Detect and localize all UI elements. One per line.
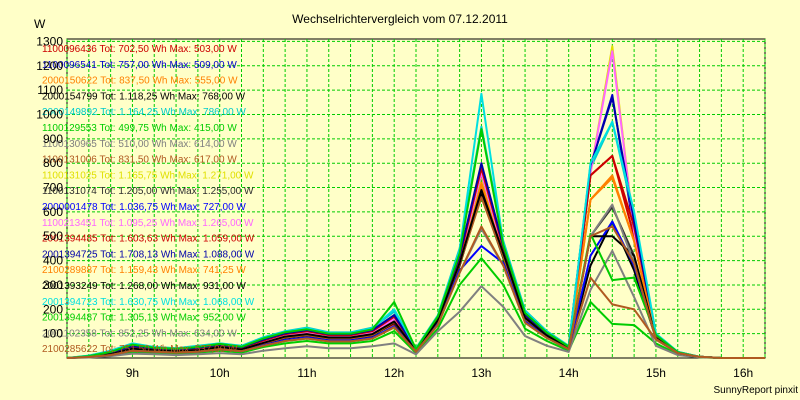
y-tick-label: 1200 (36, 59, 63, 73)
legend-entry: 2000149892 Tot: 1.164,25 Wh Max: 786,00 … (42, 107, 246, 118)
legend-entry: 2100285622 Tot: 751,50 Wh Max: 537,00 W (42, 344, 238, 355)
legend-entry: 2001394485 Tot: 1.603,63 Wh Max: 1.059,0… (42, 234, 255, 245)
legend-entry: 1100130965 Tot: 510,00 Wh Max: 614,00 W (42, 139, 237, 150)
footer-credit: SunnyReport pinxit (714, 385, 799, 396)
legend-entry: 1100129553 Tot: 499,75 Wh Max: 415,00 W (42, 123, 237, 134)
x-tick-label: 11h (297, 366, 316, 380)
y-tick-label: 700 (43, 181, 63, 195)
axes: 1002003004005006007008009001000110012001… (36, 34, 753, 380)
legend-entry: 2001394487 Tot: 1.305,13 Wh Max: 952,00 … (42, 313, 246, 324)
y-tick-label: 1100 (37, 83, 63, 97)
x-tick-label: 10h (210, 366, 230, 380)
legend-entry: 2100289887 Tot: 1.159,43 Wh Max: 741,25 … (42, 265, 246, 276)
legend-entry: 2001394723 Tot: 1.630,75 Wh Max: 1.068,0… (42, 297, 255, 308)
legend-entry: 2001393249 Tot: 1.268,00 Wh Max: 931,00 … (42, 281, 246, 292)
x-tick-label: 9h (126, 366, 139, 380)
legend-entry: 1100131025 Tot: 1.165,75 Wh Max: 1.271,0… (42, 170, 254, 181)
legend-entry: 1100096436 Tot: 702,50 Wh Max: 503,00 W (42, 44, 237, 55)
y-tick-label: 1300 (36, 34, 63, 48)
y-tick-label: 200 (43, 302, 63, 316)
legend-entry: 1100213451 Tot: 1.095,25 Wh Max: 1.265,0… (42, 218, 254, 229)
legend-entry: 1100131006 Tot: 831,50 Wh Max: 617,00 W (42, 155, 237, 166)
y-tick-label: 900 (43, 132, 63, 146)
y-tick-label: 1000 (36, 107, 63, 121)
legend-entry: 2001102358 Tot: 852,25 Wh Max: 634,00 W (42, 328, 237, 339)
legend-entry: 2000154799 Tot: 1.118,25 Wh Max: 768,00 … (42, 91, 246, 102)
x-tick-label: 12h (384, 366, 404, 380)
y-tick-label: 100 (43, 327, 63, 341)
y-axis-unit: W (34, 17, 46, 31)
x-tick-label: 16h (733, 366, 753, 380)
x-tick-label: 15h (646, 366, 666, 380)
y-tick-label: 600 (43, 205, 63, 219)
y-tick-label: 500 (43, 229, 63, 243)
legend-entry: 2000150622 Tot: 837,50 Wh Max: 555,00 W (42, 76, 238, 87)
y-tick-label: 300 (43, 278, 63, 292)
chart-title: Wechselrichtervergleich vom 07.12.2011 (292, 12, 508, 26)
legend-entry: 1100096541 Tot: 757,00 Wh Max: 509,00 W (42, 60, 237, 71)
y-tick-label: 800 (43, 156, 63, 170)
legend-entry: 2000001478 Tot: 1.036,75 Wh Max: 727,00 … (42, 202, 246, 213)
legend-entry: 2001394725 Tot: 1.708,13 Wh Max: 1.088,0… (42, 249, 255, 260)
legend: 1100096436 Tot: 702,50 Wh Max: 503,00 W 1… (42, 44, 255, 355)
x-tick-label: 14h (559, 366, 579, 380)
legend-entry: 1100131074 Tot: 1.205,00 Wh Max: 1.255,0… (42, 186, 254, 197)
series-lines (66, 45, 765, 359)
x-tick-label: 13h (471, 366, 491, 380)
y-tick-label: 400 (43, 254, 63, 268)
series-line (66, 225, 765, 359)
grid (66, 39, 766, 358)
